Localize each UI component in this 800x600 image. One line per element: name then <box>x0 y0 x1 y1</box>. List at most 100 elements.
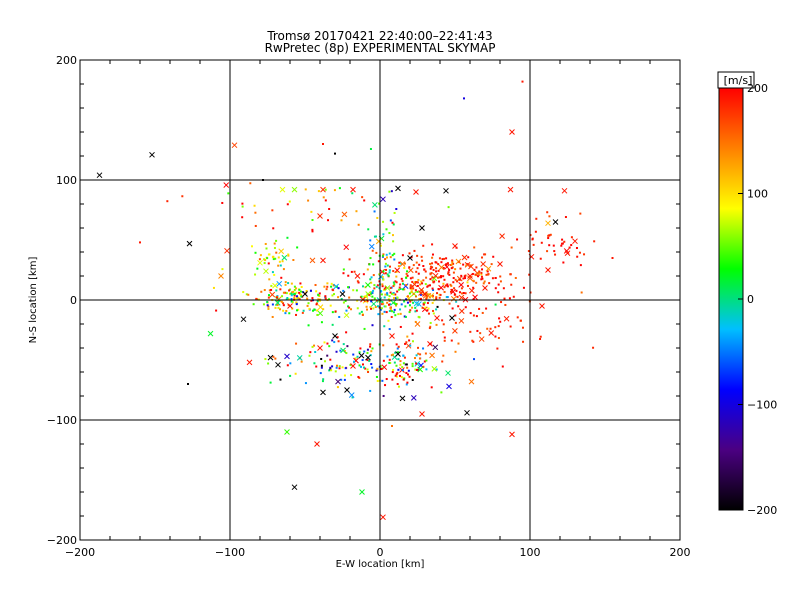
data-point-dot <box>382 394 385 397</box>
data-point-dot <box>296 296 299 299</box>
data-point-dot <box>438 280 441 283</box>
data-point-dot <box>491 277 494 280</box>
data-point-dot <box>397 313 400 316</box>
data-point-dot <box>416 267 419 270</box>
data-point-dot <box>358 376 361 379</box>
data-point-dot <box>396 371 399 374</box>
data-point-dot <box>414 368 417 371</box>
data-point-dot <box>391 310 394 313</box>
data-point-dot <box>570 244 573 247</box>
data-point-dot <box>510 283 513 286</box>
data-point-dot <box>424 306 427 309</box>
data-point-dot <box>365 305 368 308</box>
data-point-cross <box>480 261 487 267</box>
data-point-dot <box>392 223 395 226</box>
data-point-cross <box>257 259 263 266</box>
data-point-cross <box>365 282 371 288</box>
data-point-dot <box>395 303 398 306</box>
data-point-dot <box>263 262 266 265</box>
data-point-dot <box>406 270 409 273</box>
data-point-dot <box>373 284 376 287</box>
data-point-dot <box>343 350 346 353</box>
data-point-dot <box>376 367 379 370</box>
data-point-dot <box>393 252 396 255</box>
data-point-dot <box>378 202 381 205</box>
data-point-dot <box>375 375 378 378</box>
data-point-dot <box>429 342 432 345</box>
data-point-dot <box>334 152 336 155</box>
data-point-dot <box>418 298 421 301</box>
data-point-dot <box>472 340 475 343</box>
data-point-dot <box>408 252 411 255</box>
data-point-dot <box>374 235 377 238</box>
data-point-dot <box>292 258 295 261</box>
data-point-dot <box>405 276 408 279</box>
data-point-dot <box>423 301 426 304</box>
data-point-dot <box>460 274 463 277</box>
data-point-dot <box>417 346 420 349</box>
data-point-dot <box>309 289 312 292</box>
data-point-cross <box>458 282 465 288</box>
data-point-dot <box>441 319 444 322</box>
data-point-dot <box>263 289 266 292</box>
data-point-dot <box>282 302 285 305</box>
data-point-cross <box>507 186 514 193</box>
data-point-dot <box>333 293 336 296</box>
data-point-dot <box>496 347 499 350</box>
data-point-dot <box>403 356 406 359</box>
data-point-dot <box>394 314 397 317</box>
data-point-dot <box>546 211 549 214</box>
data-point-dot <box>462 291 465 294</box>
data-point-dot <box>338 365 341 368</box>
data-point-dot <box>384 262 387 265</box>
data-point-dot <box>297 296 300 299</box>
data-point-dot <box>464 277 467 280</box>
data-point-dot <box>306 304 309 307</box>
data-point-cross <box>509 431 515 438</box>
data-point-dot <box>391 425 393 427</box>
data-point-dot <box>412 287 415 290</box>
data-point-dot <box>334 370 337 373</box>
data-point-cross <box>240 316 247 323</box>
data-point-cross <box>499 233 505 239</box>
data-point-dot <box>295 313 298 316</box>
data-point-dot <box>314 350 317 353</box>
data-point-dot <box>311 345 314 348</box>
data-point-dot <box>370 350 373 353</box>
data-point-dot <box>297 308 300 311</box>
data-point-dot <box>356 355 359 358</box>
data-point-dot <box>458 291 461 294</box>
data-point-cross <box>279 186 286 193</box>
data-point-dot <box>260 290 263 293</box>
data-point-dot <box>405 284 408 287</box>
data-point-dot <box>326 354 329 357</box>
data-point-dot <box>306 297 309 300</box>
data-point-dot <box>427 307 430 310</box>
data-point-cross <box>413 300 420 307</box>
data-point-dot <box>362 363 365 366</box>
data-point-dot <box>289 288 292 291</box>
data-point-dot <box>242 291 245 294</box>
data-point-dot <box>300 360 303 363</box>
data-point-dot <box>395 364 398 367</box>
data-point-dot <box>342 272 345 275</box>
data-point-dot <box>345 331 348 334</box>
data-point-dot <box>497 325 500 328</box>
colorbar-tick-label: −200 <box>747 504 777 517</box>
data-point-dot <box>474 273 477 276</box>
data-point-dot <box>427 284 430 287</box>
data-point-dot <box>368 263 371 266</box>
data-point-dot <box>450 263 453 266</box>
data-point-dot <box>443 339 446 342</box>
data-point-dot <box>272 227 275 230</box>
data-point-dot <box>494 326 497 329</box>
data-point-dot <box>350 270 353 273</box>
data-point-dot <box>389 307 392 310</box>
data-point-dot <box>464 306 467 309</box>
data-point-dot <box>371 366 374 369</box>
data-point-dot <box>343 378 346 381</box>
data-point-dot <box>285 298 288 301</box>
data-point-dot <box>340 219 343 222</box>
data-point-dot <box>391 371 394 374</box>
data-point-dot <box>366 368 369 371</box>
